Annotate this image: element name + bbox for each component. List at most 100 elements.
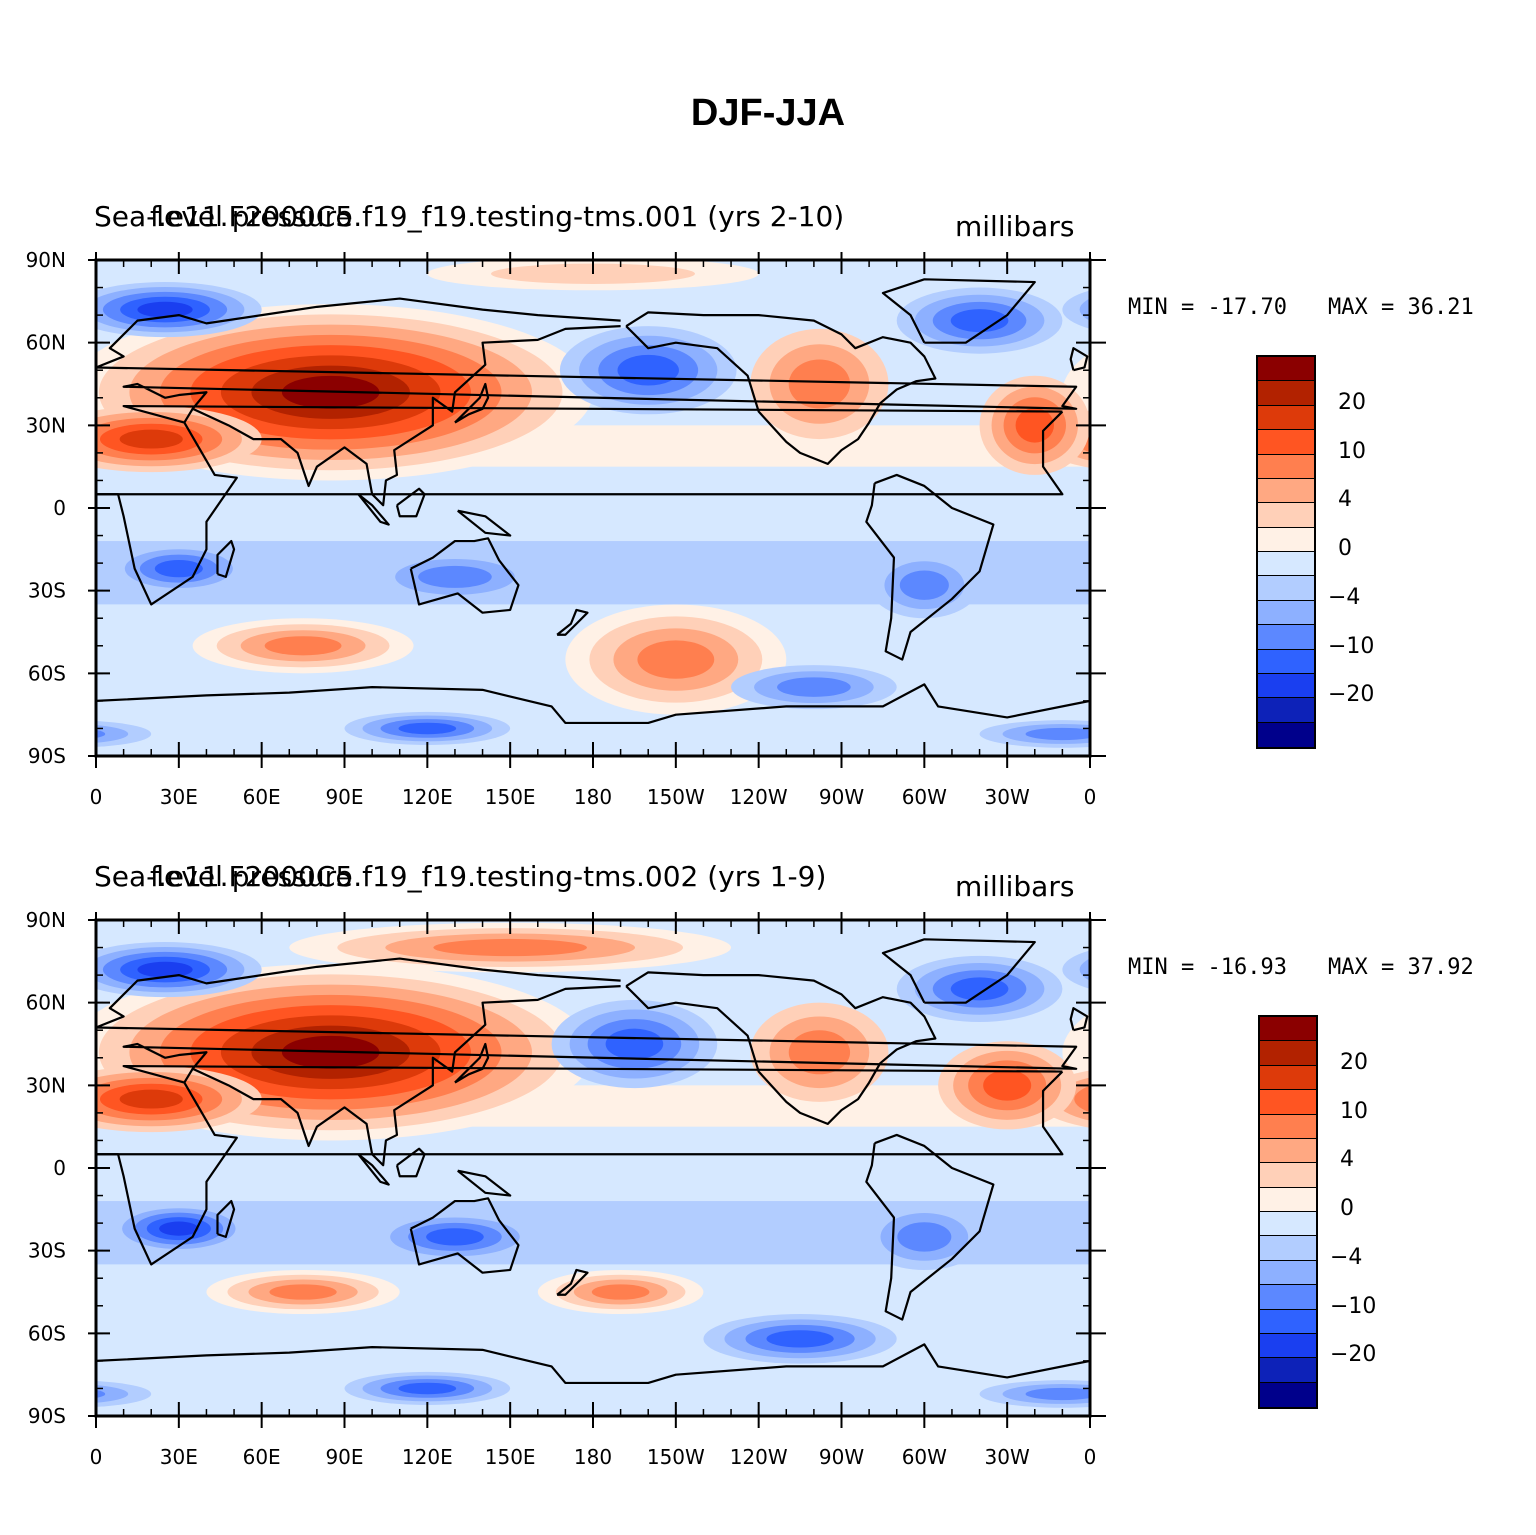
- lat-label: 60N: [26, 331, 66, 355]
- contour-fill: [96, 725, 129, 743]
- contour-fill: [1123, 985, 1130, 1120]
- lon-label: 150E: [485, 1445, 536, 1469]
- colorbar-cell: [1260, 1236, 1316, 1261]
- contour-fill: [137, 301, 193, 318]
- colorbar-label: 10: [1340, 1098, 1368, 1124]
- contour-fill: [119, 429, 183, 449]
- coastline: [216, 539, 236, 578]
- contour-fill: [617, 354, 679, 386]
- lat-label: 0: [53, 496, 66, 520]
- lat-label: 90S: [28, 744, 66, 768]
- coastline: [357, 493, 390, 526]
- lat-label: 30S: [28, 579, 66, 603]
- colorbar-cell: [1258, 503, 1314, 528]
- lon-label: 0: [1084, 1445, 1097, 1469]
- pressure-field: [96, 920, 1130, 1416]
- colorbar-label: 0: [1338, 536, 1352, 561]
- lon-label: 90W: [819, 1445, 864, 1469]
- coastline: [183, 325, 621, 507]
- lat-label: 90S: [28, 1404, 66, 1428]
- coastline: [183, 985, 621, 1167]
- contour-fill: [777, 677, 851, 697]
- colorbar-cell: [1258, 454, 1314, 479]
- lat-label: 30N: [26, 413, 66, 437]
- colorbar-label: −4: [1328, 584, 1361, 610]
- contour-fill: [1025, 727, 1090, 741]
- contour-fill: [788, 359, 851, 409]
- coastline: [95, 683, 1091, 725]
- lat-label: 30S: [28, 1239, 66, 1263]
- coastline: [395, 487, 426, 518]
- contour-fill: [96, 729, 106, 739]
- contour-fill: [154, 559, 203, 578]
- contour-fill: [264, 636, 342, 656]
- lon-label: 0: [90, 1445, 103, 1469]
- field-band: [96, 1134, 1090, 1196]
- coastline: [625, 311, 937, 466]
- coastline: [881, 278, 1036, 344]
- colorbar-cell: [1258, 673, 1314, 699]
- coastline: [556, 1268, 589, 1296]
- coastline: [454, 1042, 490, 1084]
- colorbar-cell: [1260, 1212, 1316, 1237]
- contour-fill: [637, 640, 715, 679]
- coastline: [865, 1133, 995, 1321]
- lat-label: 90N: [26, 908, 66, 932]
- map-panel-1: Sea-level pressure f.e11.F2000C5.f19_f19…: [0, 190, 1536, 850]
- lon-label: 30E: [160, 785, 198, 809]
- lat-label: 0: [53, 1156, 66, 1180]
- colorbar-cell: [1258, 625, 1314, 650]
- coastlines: [94, 278, 1091, 725]
- coastline: [357, 1153, 390, 1186]
- map-panel-2: Sea-level pressure f.e11.F2000C5.f19_f19…: [0, 850, 1536, 1510]
- map-plot: 90N 60N 30N 0 30S 60S 90S 0 30E 60E 90E 120E 150E 180…: [26, 248, 1106, 809]
- case-label: f.e11.F2000C5.f19_f19.testing-tms.001 (y…: [150, 200, 845, 233]
- lat-label: 90N: [26, 248, 66, 272]
- colorbar-cell: [1258, 600, 1314, 626]
- field-band: [96, 474, 1090, 536]
- contour-fill: [950, 309, 1009, 333]
- colorbar-cell: [1260, 1358, 1316, 1383]
- colorbar-cell: [1260, 1382, 1316, 1407]
- colorbar-cell: [1260, 1065, 1316, 1091]
- coastline: [625, 971, 937, 1126]
- colorbar-cell: [1260, 1114, 1316, 1139]
- contour-fill: [1097, 952, 1130, 987]
- colorbar-label: 0: [1340, 1196, 1354, 1221]
- lon-label: 30W: [985, 1445, 1030, 1469]
- colorbar-label: 20: [1338, 389, 1366, 415]
- lon-label: 60E: [243, 785, 281, 809]
- colorbar-cell: [1258, 381, 1314, 406]
- max-label: MAX = 36.21: [1328, 295, 1474, 320]
- lon-label: 60W: [902, 1445, 947, 1469]
- lon-label: 60E: [243, 1445, 281, 1469]
- lon-label: 0: [1084, 785, 1097, 809]
- coastline: [1069, 347, 1089, 372]
- colorbar-label: −4: [1330, 1244, 1363, 1270]
- colorbar-cell: [1258, 722, 1314, 747]
- colorbar-cell: [1258, 698, 1314, 723]
- colorbar: [1258, 1015, 1318, 1409]
- contour-fill: [897, 1222, 952, 1252]
- lon-label: 120E: [402, 1445, 453, 1469]
- map-plot: 90N 60N 30N 0 30S 60S 90S 0 30E 60E 90E 120E 150E 180…: [26, 908, 1130, 1469]
- lon-label: 90W: [819, 785, 864, 809]
- contour-fill: [426, 1228, 484, 1246]
- coastline: [457, 509, 512, 537]
- lon-label: 150E: [485, 785, 536, 809]
- coastline: [216, 1199, 236, 1238]
- coastline: [96, 1070, 1064, 1156]
- colorbar-label: −20: [1330, 1342, 1377, 1368]
- lon-label: 150W: [647, 785, 705, 809]
- contour-fill: [269, 1284, 337, 1300]
- coastline: [395, 1147, 426, 1178]
- colorbar-label: 4: [1340, 1147, 1354, 1173]
- colorbar-cell: [1260, 1138, 1316, 1164]
- contour-fill: [96, 1389, 106, 1399]
- contour-fill: [96, 1385, 129, 1403]
- case-label: f.e11.F2000C5.f19_f19.testing-tms.002 (y…: [150, 860, 827, 893]
- contour-fill: [899, 570, 949, 600]
- contour-fill: [1025, 1387, 1090, 1401]
- lat-label: 60N: [26, 991, 66, 1015]
- lon-label: 180: [574, 785, 612, 809]
